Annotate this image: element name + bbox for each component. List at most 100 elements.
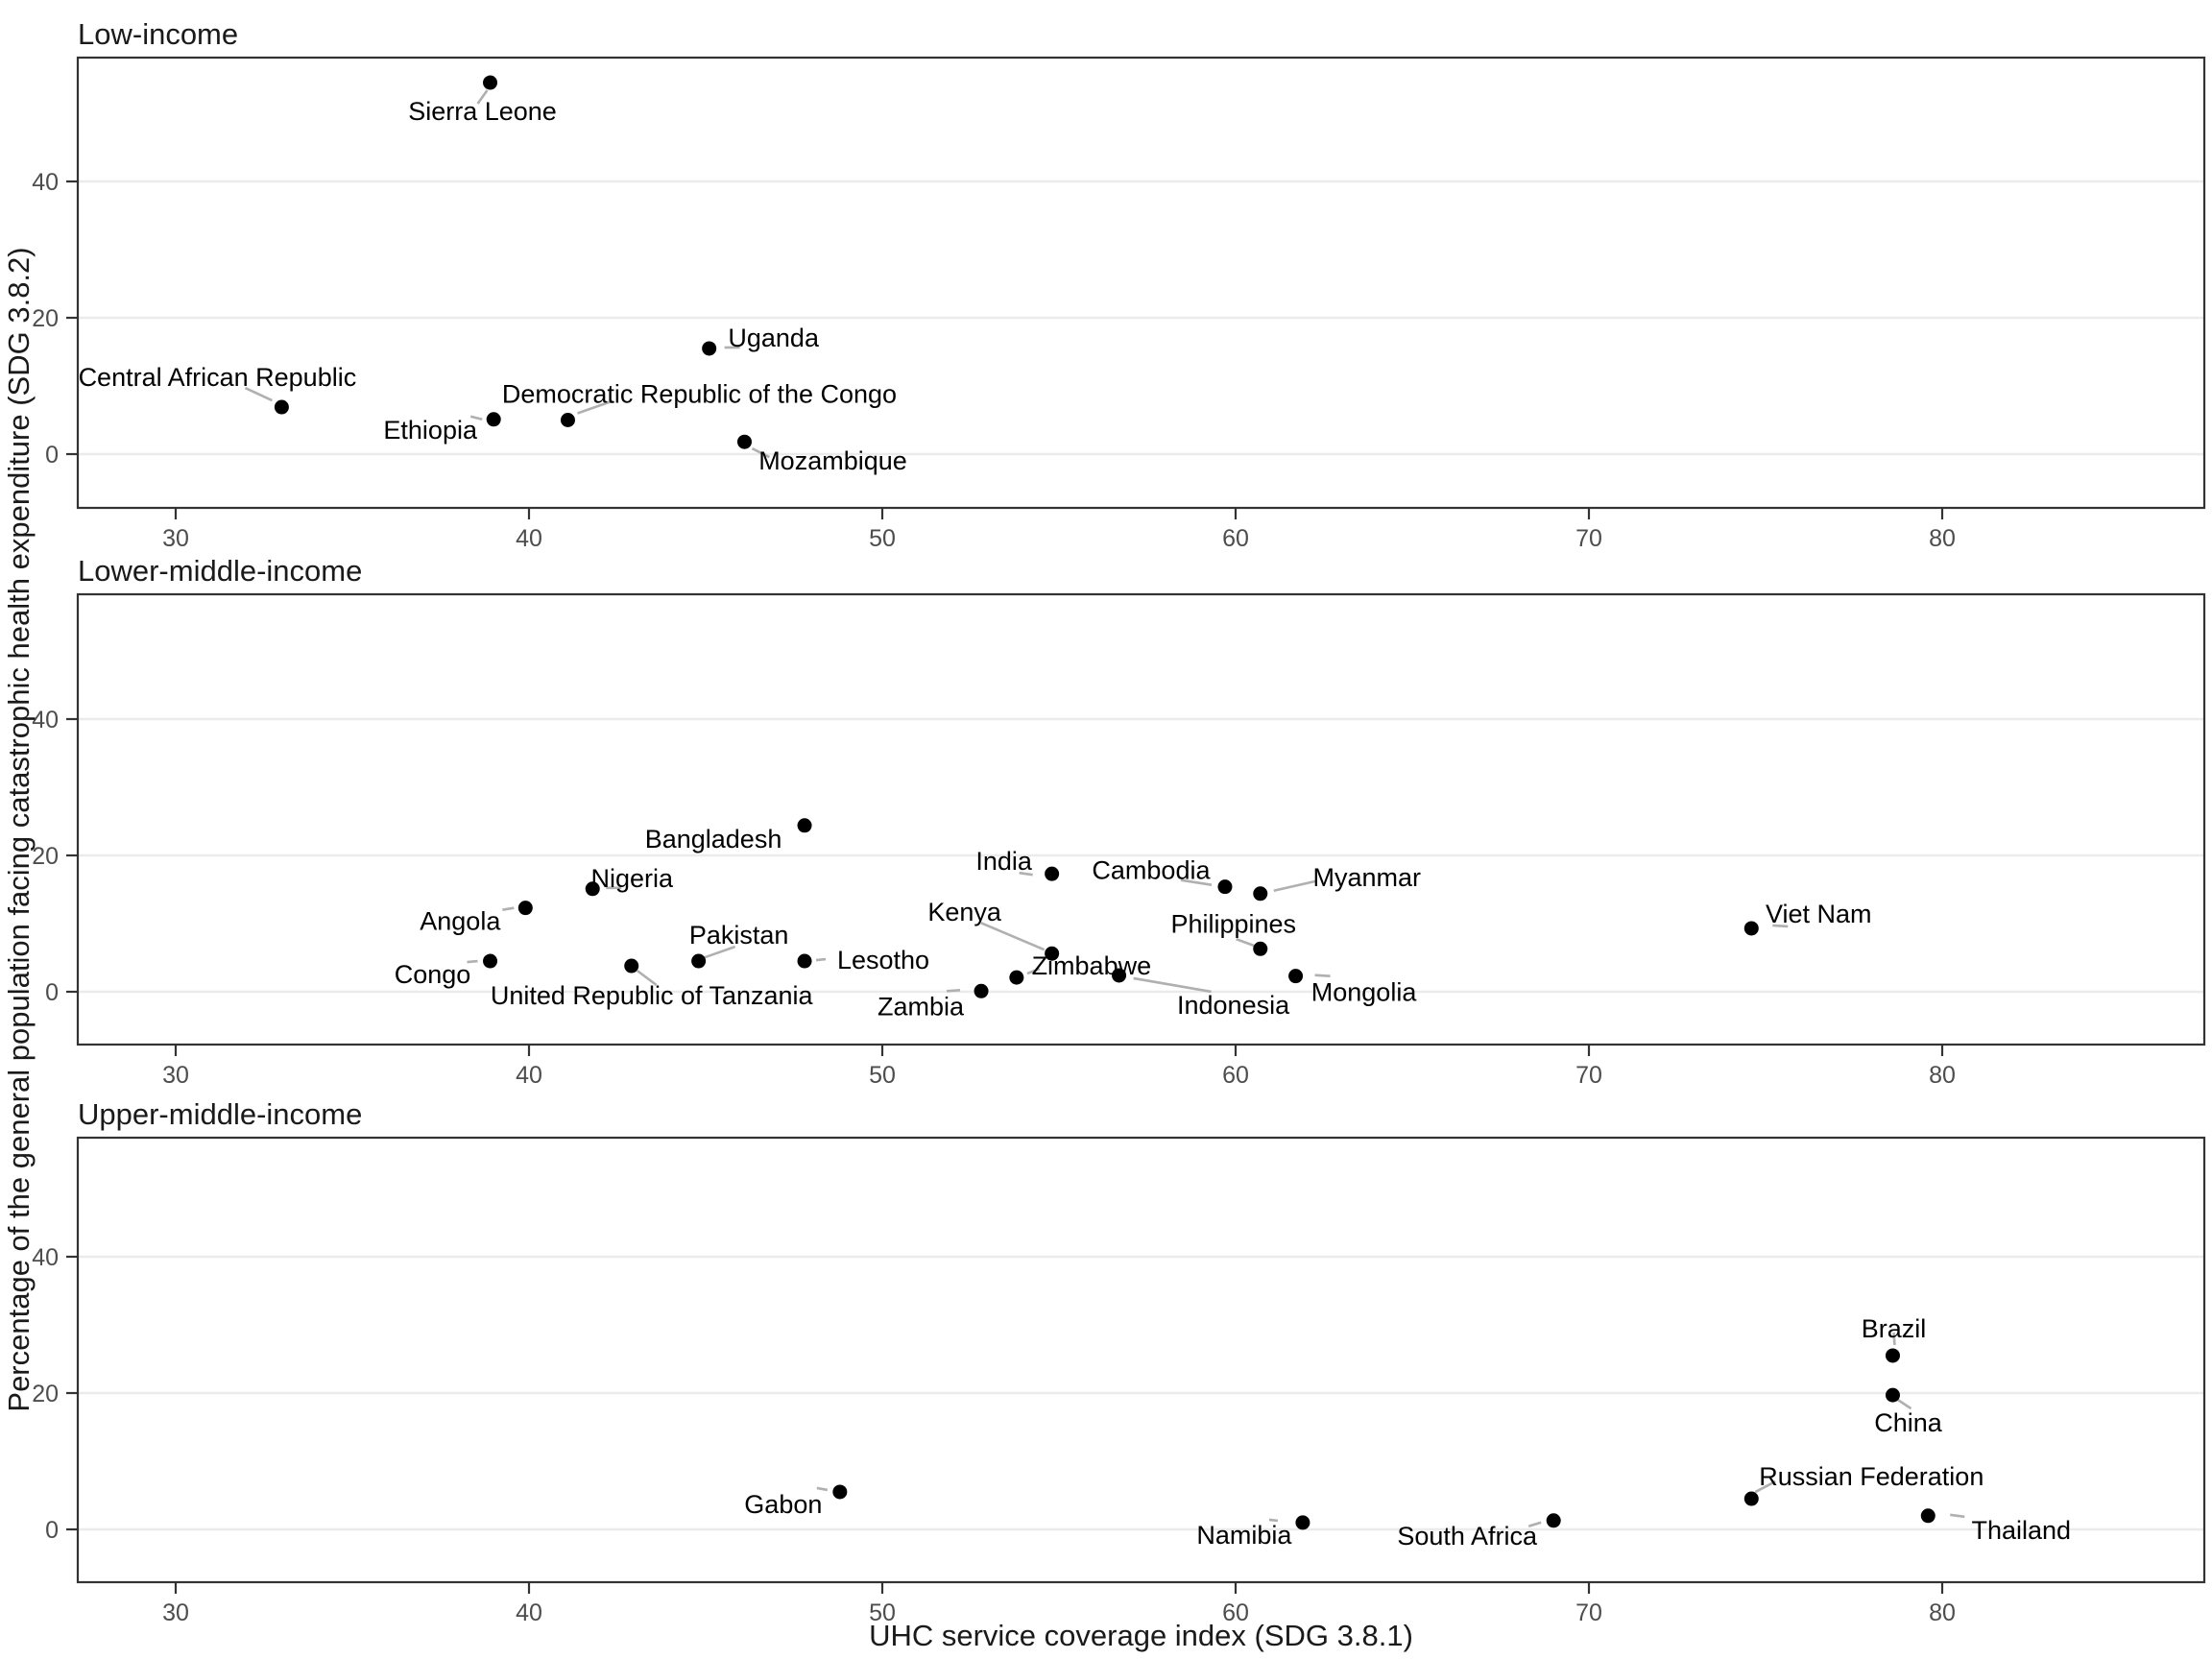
label-leader-line <box>467 959 478 964</box>
label-leader-line <box>1895 1398 1912 1410</box>
panel-border <box>76 592 2206 1046</box>
data-point-democratic-republic-of-the-congo <box>560 413 575 427</box>
x-tick-label: 60 <box>1222 525 1249 552</box>
label-leader-line <box>1527 1521 1542 1528</box>
point-label-united-republic-of-tanzania: United Republic of Tanzania <box>491 981 814 1010</box>
x-tick-label: 40 <box>516 1062 542 1089</box>
point-label-russian-federation: Russian Federation <box>1759 1462 1984 1491</box>
y-tick-label: 40 <box>32 169 59 196</box>
point-label-myanmar: Myanmar <box>1312 863 1421 892</box>
label-leader-line <box>1314 974 1331 977</box>
data-point-congo <box>483 953 498 969</box>
point-label-uganda: Uganda <box>728 324 820 352</box>
x-tick-label: 50 <box>869 1599 896 1626</box>
label-leader-line <box>469 415 483 421</box>
x-tick-label: 30 <box>162 1062 189 1089</box>
label-leader-line <box>476 89 489 105</box>
point-label-ethiopia: Ethiopia <box>383 416 478 445</box>
point-label-lesotho: Lesotho <box>837 946 929 974</box>
data-point-indonesia <box>1112 968 1127 983</box>
y-tick-label: 40 <box>32 707 59 733</box>
x-tick-label: 40 <box>516 1599 542 1626</box>
y-tick-label: 20 <box>32 843 59 870</box>
point-label-viet-nam: Viet Nam <box>1766 900 1872 928</box>
y-tick-label: 0 <box>45 1517 59 1544</box>
label-leader-line <box>1180 878 1213 886</box>
data-point-bangladesh <box>797 818 812 833</box>
x-tick-label: 50 <box>869 525 896 552</box>
point-label-congo: Congo <box>395 960 471 989</box>
data-point-angola <box>517 901 533 916</box>
label-leader-line <box>751 447 771 459</box>
point-label-thailand: Thailand <box>1971 1516 2071 1545</box>
x-tick-label: 70 <box>1575 1062 1602 1089</box>
x-tick-label: 50 <box>869 1062 896 1089</box>
y-tick-label: 0 <box>45 442 59 469</box>
data-point-russian-federation <box>1743 1491 1759 1506</box>
data-point-mongolia <box>1288 969 1304 984</box>
data-point-ethiopia <box>486 412 501 427</box>
label-leader-line <box>1754 1479 1776 1494</box>
data-point-brazil <box>1885 1348 1900 1363</box>
data-point-myanmar <box>1253 886 1268 902</box>
data-point-thailand <box>1920 1508 1936 1524</box>
x-axis-title: UHC service coverage index (SDG 3.8.1) <box>869 1619 1413 1652</box>
label-leader-line <box>1026 967 1041 975</box>
label-leader-line <box>702 945 736 960</box>
x-tick-label: 60 <box>1222 1062 1249 1089</box>
label-leader-line <box>1019 871 1033 877</box>
label-leader-line <box>980 922 1046 951</box>
data-point-sierra-leone <box>483 75 498 90</box>
point-label-cambodia: Cambodia <box>1092 856 1211 885</box>
point-label-zimbabwe: Zimbabwe <box>1032 951 1152 980</box>
data-point-south-africa <box>1546 1513 1561 1528</box>
y-tick-label: 0 <box>45 979 59 1006</box>
point-label-angola: Angola <box>420 907 501 936</box>
x-tick-label: 70 <box>1575 525 1602 552</box>
facet-title-3: Upper-middle-income <box>78 1097 362 1131</box>
x-tick-label: 40 <box>516 525 542 552</box>
facet-title-2: Lower-middle-income <box>78 554 362 588</box>
point-label-mongolia: Mongolia <box>1311 978 1418 1007</box>
label-leader-line <box>1273 879 1317 893</box>
data-point-mozambique <box>736 434 752 449</box>
point-label-brazil: Brazil <box>1862 1314 1927 1343</box>
data-point-zambia <box>974 983 989 998</box>
panel-border <box>76 56 2206 510</box>
point-label-sierra-leone: Sierra Leone <box>408 97 557 126</box>
label-leader-line <box>1268 1518 1279 1523</box>
point-label-namibia: Namibia <box>1196 1521 1292 1550</box>
label-leader-line <box>816 1486 829 1492</box>
point-label-nigeria: Nigeria <box>590 864 674 893</box>
label-leader-line <box>636 969 658 987</box>
y-axis-title: Percentage of the general population fac… <box>2 247 36 1411</box>
point-label-india: India <box>975 847 1033 876</box>
y-tick-label: 40 <box>32 1244 59 1271</box>
data-point-namibia <box>1295 1515 1310 1530</box>
data-point-nigeria <box>585 881 600 897</box>
point-label-indonesia: Indonesia <box>1177 991 1290 1020</box>
label-leader-line <box>815 957 827 962</box>
data-point-india <box>1045 866 1060 881</box>
point-label-china: China <box>1874 1408 1943 1437</box>
data-point-united-republic-of-tanzania <box>624 958 639 974</box>
label-leader-line <box>1950 1513 1965 1519</box>
data-point-zimbabwe <box>1009 970 1024 985</box>
data-point-philippines <box>1253 941 1268 956</box>
x-tick-label: 80 <box>1929 525 1956 552</box>
facet-title-1: Low-income <box>78 17 238 51</box>
point-label-mozambique: Mozambique <box>758 446 907 475</box>
point-label-pakistan: Pakistan <box>689 921 789 950</box>
label-leader-line <box>502 906 515 911</box>
point-label-zambia: Zambia <box>878 992 965 1021</box>
data-point-kenya <box>1045 946 1060 961</box>
label-leader-line <box>1133 976 1212 994</box>
x-tick-label: 30 <box>162 525 189 552</box>
x-tick-label: 70 <box>1575 1599 1602 1626</box>
label-leader-line <box>946 988 961 993</box>
point-label-democratic-republic-of-the-congo: Democratic Republic of the Congo <box>502 380 897 409</box>
label-leader-line <box>1892 1332 1896 1346</box>
